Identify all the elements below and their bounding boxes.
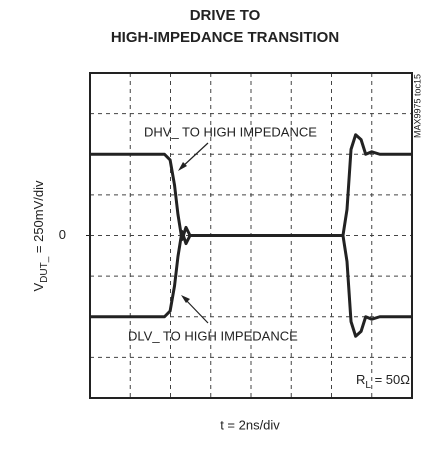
plot-area <box>86 73 412 398</box>
load-label-rest: = 50Ω <box>371 372 410 387</box>
arrow <box>180 142 209 169</box>
side-label: MAX9975 toc15 <box>412 74 422 138</box>
annotation: DHV_ TO HIGH IMPEDANCE <box>144 124 317 139</box>
y-axis-label: VDUT_ = 250mV/div <box>31 180 49 292</box>
load-label-main: R <box>356 372 365 387</box>
arrow-head <box>178 162 187 171</box>
y-axis-label-rest: = 250mV/div <box>31 180 46 257</box>
chart-title: HIGH-IMPEDANCE TRANSITION <box>111 29 339 46</box>
trace <box>90 229 412 338</box>
plot-frame <box>89 72 413 399</box>
load-label: RL = 50Ω <box>356 372 410 390</box>
y-axis-label-main: V <box>31 283 46 292</box>
chart-title: DRIVE TO <box>190 7 261 24</box>
load-label-sub: L <box>365 380 371 391</box>
arrow <box>183 297 209 324</box>
y-tick-label: 0 <box>59 227 66 242</box>
arrow-head <box>181 295 190 303</box>
annotation: DLV_ TO HIGH IMPEDANCE <box>128 328 298 343</box>
y-axis-label-sub: DUT_ <box>39 256 50 283</box>
x-axis-label: t = 2ns/div <box>220 417 280 432</box>
